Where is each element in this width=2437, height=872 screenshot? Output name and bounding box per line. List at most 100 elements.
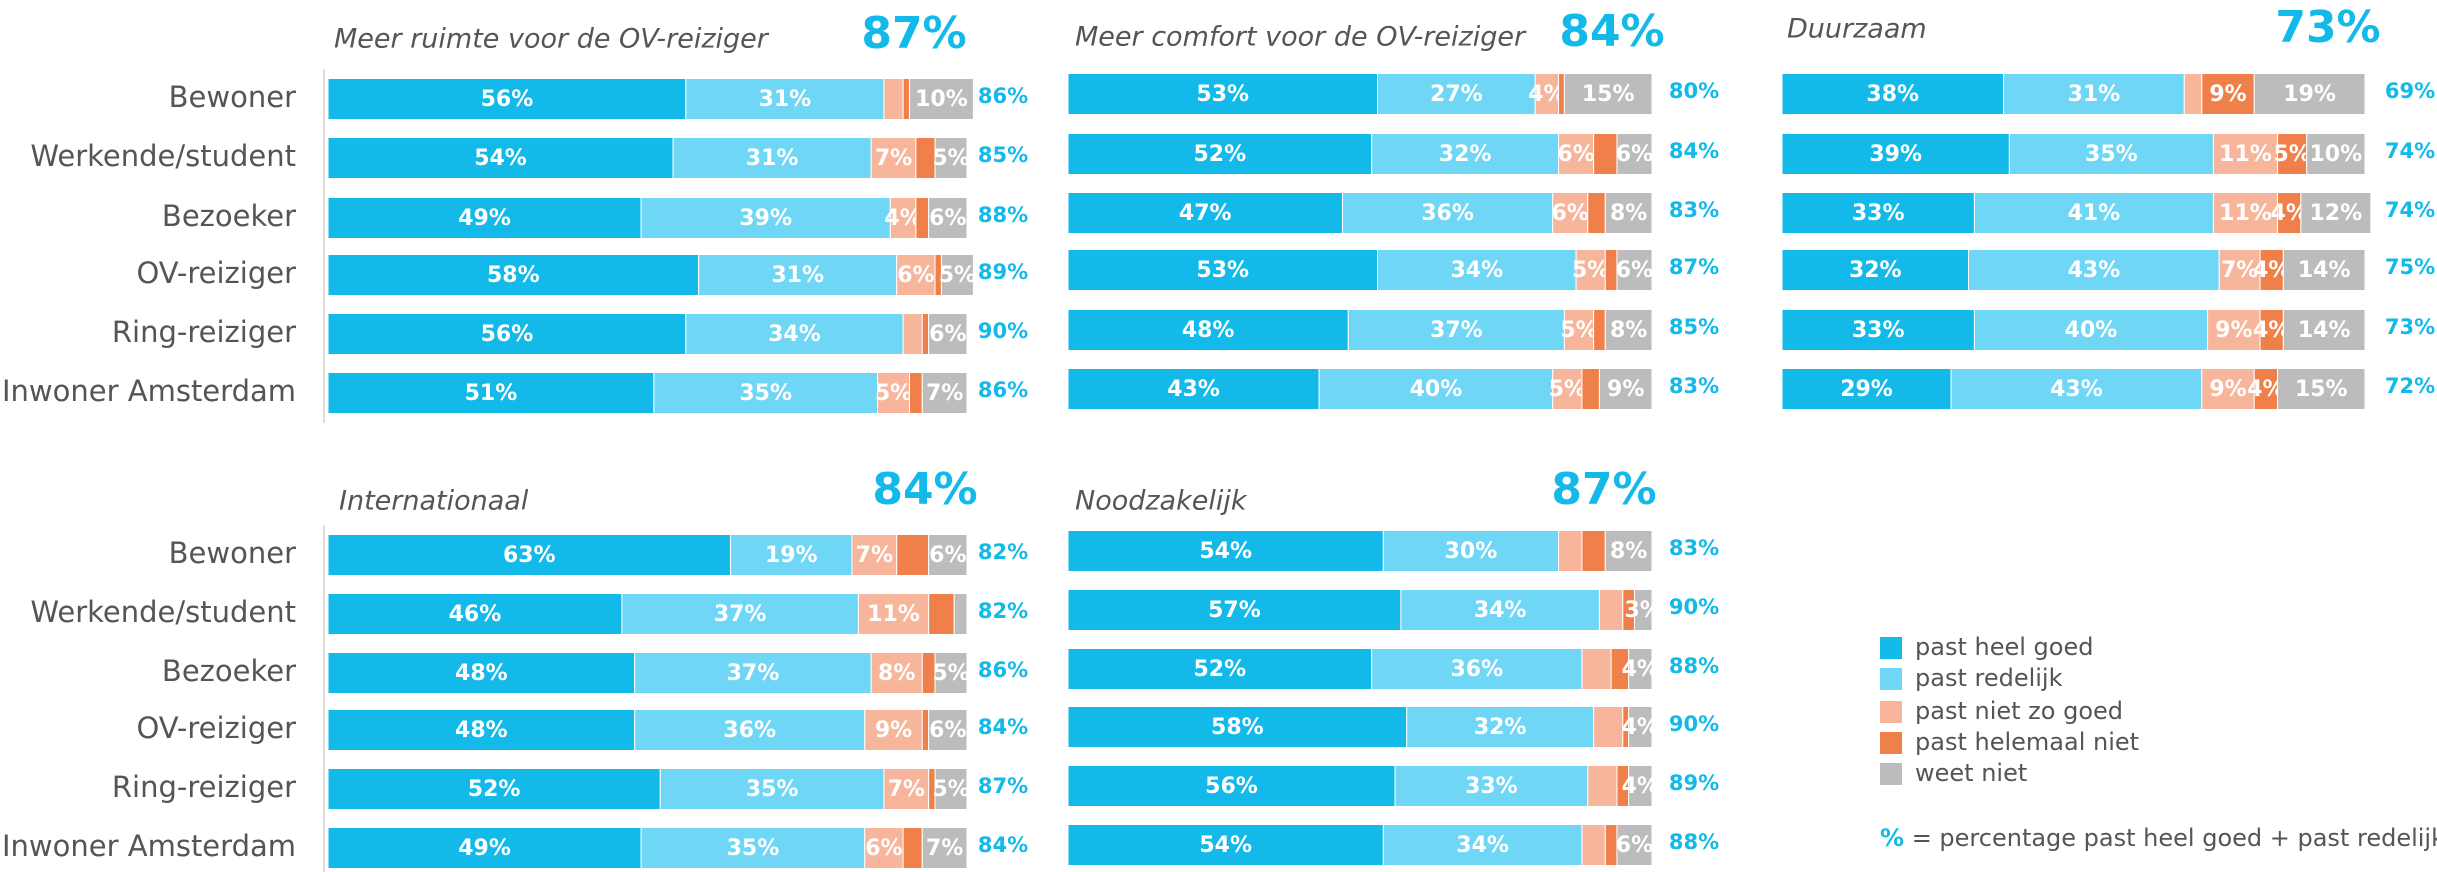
total-label: 82% [978, 540, 1028, 564]
total-label: 73% [2385, 315, 2435, 339]
legend-swatch [1880, 637, 1902, 659]
bar-segment [1067, 192, 1343, 234]
bar-segment [928, 197, 968, 239]
bar-segment [1950, 368, 2203, 410]
panel-title: Meer comfort voor de OV-reiziger [1075, 22, 1527, 53]
bar-segment [1616, 249, 1653, 291]
bar-segment [1598, 368, 1653, 410]
total-label: 84% [978, 833, 1028, 857]
bar-segment [1067, 589, 1402, 631]
legend-swatch [1880, 763, 1902, 785]
total-label: 84% [978, 715, 1028, 739]
bar-segment [327, 534, 732, 576]
segment-label: 11% [2219, 201, 2272, 226]
legend-label: past heel goed [1915, 633, 2093, 661]
bar-segment [1067, 824, 1384, 866]
segment-label: 5% [932, 146, 969, 171]
segment-label: 5% [1560, 318, 1597, 343]
segment-label: 19% [2283, 82, 2336, 107]
segment-label: 35% [739, 381, 792, 406]
segment-label: 32% [1439, 142, 1492, 167]
bar-segment [1581, 530, 1606, 572]
segment-label: 57% [1208, 598, 1261, 623]
bar-segment [1581, 368, 1600, 410]
segment-label: 53% [1196, 82, 1249, 107]
segment-label: 35% [746, 777, 799, 802]
bar-segment [640, 197, 891, 239]
bar-segment [921, 827, 968, 869]
total-label: 72% [2385, 374, 2435, 398]
bar-segment [2277, 133, 2308, 175]
bar-segment [730, 534, 853, 576]
segment-label: 19% [765, 543, 818, 568]
segment-label: 33% [1852, 201, 1905, 226]
bar-segment [653, 372, 879, 414]
segment-label: 6% [1616, 258, 1653, 283]
bar-segment [1382, 824, 1583, 866]
segment-label: 8% [1610, 539, 1647, 564]
segment-label: 37% [727, 661, 780, 686]
bar-segment [896, 254, 936, 296]
bar-segment [883, 768, 930, 810]
bar-segment [915, 197, 930, 239]
legend-label: weet niet [1915, 759, 2027, 787]
panel-headline: 87% [861, 8, 966, 59]
segment-label: 34% [1456, 833, 1509, 858]
segment-label: 54% [1199, 833, 1252, 858]
total-label: 86% [978, 658, 1028, 682]
total-label: 86% [978, 84, 1028, 108]
bar-segment [870, 652, 923, 694]
segment-label: 6% [1552, 201, 1589, 226]
segment-label: 6% [865, 836, 902, 861]
bar-segment [902, 827, 923, 869]
bar-segment [327, 709, 636, 751]
bar-segment [928, 534, 968, 576]
bar-segment [2282, 249, 2366, 291]
bar-segment [2277, 368, 2366, 410]
segment-label: 58% [1211, 715, 1264, 740]
bar-segment [2183, 73, 2203, 115]
bar-segment [2282, 309, 2366, 351]
panel-title: Meer ruimte voor de OV-reiziger [334, 24, 770, 55]
total-label: 84% [1669, 139, 1719, 163]
bar-segment [1552, 368, 1583, 410]
total-label: 82% [978, 599, 1028, 623]
bar-segment [902, 78, 910, 120]
footnote-symbol: % [1880, 824, 1904, 852]
segment-label: 48% [455, 661, 508, 686]
bar-segment [1067, 249, 1379, 291]
bar-segment [1341, 192, 1554, 234]
segment-label: 56% [481, 87, 534, 112]
bar-segment [327, 593, 623, 635]
bar-segment [1633, 589, 1653, 631]
segment-label: 6% [1557, 142, 1594, 167]
bar-segment [1581, 824, 1606, 866]
bar-segment [940, 254, 974, 296]
bar-segment [1973, 192, 2214, 234]
segment-label: 43% [2050, 377, 2103, 402]
category-label: Bezoeker [162, 654, 296, 688]
total-label: 85% [978, 143, 1028, 167]
segment-label: 31% [771, 263, 824, 288]
bar-segment [953, 593, 968, 635]
segment-label: 6% [1616, 142, 1653, 167]
segment-label: 9% [2209, 377, 2246, 402]
category-label: OV-reiziger [136, 256, 296, 290]
bar-segment [1377, 249, 1577, 291]
total-label: 90% [1669, 712, 1719, 736]
segment-label: 51% [465, 381, 518, 406]
bar-segment [1067, 765, 1396, 807]
segment-label: 58% [487, 263, 540, 288]
bar-segment [1394, 765, 1589, 807]
bar-segment [864, 709, 923, 751]
bar-segment [685, 78, 885, 120]
bar-segment [2306, 133, 2366, 175]
bar-segment [2253, 73, 2366, 115]
total-label: 88% [1669, 654, 1719, 678]
segment-label: 47% [1179, 201, 1232, 226]
total-label: 89% [1669, 771, 1719, 795]
bar-segment [2218, 249, 2261, 291]
segment-label: 9% [2215, 318, 2252, 343]
bar-segment [2212, 133, 2279, 175]
bar-segment [327, 313, 687, 355]
